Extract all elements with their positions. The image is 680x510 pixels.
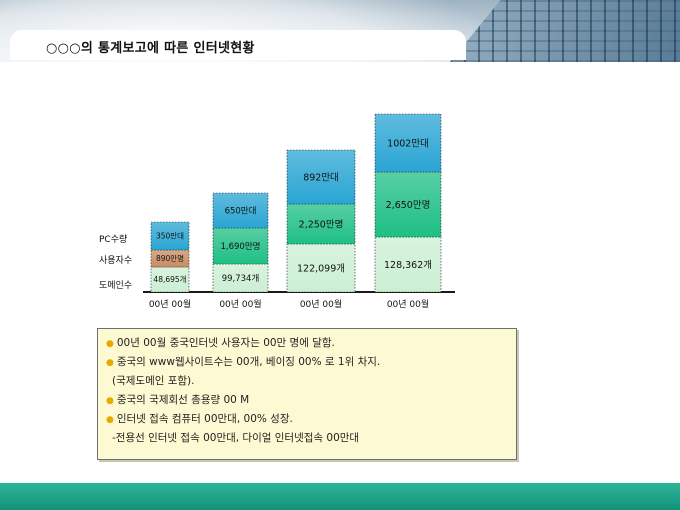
note-item: (국제도메인 포함). (106, 372, 508, 391)
note-text: -전용선 인터넷 접속 00만대, 다이얼 인터넷접속 00만대 (112, 432, 360, 444)
bullet-icon: ● (106, 396, 114, 406)
x-axis-label: 00년 00월 (300, 298, 342, 310)
page-title: ○○○의 통계보고에 따른 인터넷현황 (46, 41, 255, 56)
note-text: 중국의 국제회선 총용량 00 M (116, 394, 250, 406)
segment-label: 99,734개 (222, 273, 260, 284)
domain-segment (374, 236, 442, 293)
bullet-icon: ● (106, 415, 114, 425)
row-label: 도메인수 (99, 280, 132, 291)
note-text: 인터넷 접속 컴퓨터 00만대, 00% 성장. (116, 413, 293, 425)
x-axis-label: 00년 00월 (219, 298, 261, 310)
segment-label: 2,650만명 (386, 200, 431, 211)
user-segment (374, 171, 442, 238)
segment-label: 892만대 (303, 172, 339, 183)
bullet-icon: ● (106, 358, 114, 368)
pc-segment (212, 192, 269, 229)
note-item: ● 중국의 국제회선 총용량 00 M (106, 391, 508, 410)
segment-label: 350만대 (156, 232, 184, 241)
domain-segment (212, 263, 269, 293)
footer-band (0, 483, 680, 510)
pc-segment (286, 149, 356, 205)
row-label: PC수량 (99, 233, 127, 245)
title-box (10, 30, 466, 60)
x-axis-label: 00년 00월 (149, 298, 191, 310)
segment-label: 1,690만명 (221, 241, 261, 252)
segment-label: 890만명 (156, 253, 184, 263)
segment-label: 2,250만명 (299, 219, 344, 230)
segment-label: 1002만대 (387, 138, 429, 149)
user-segment (286, 203, 356, 245)
segment-label: 48,695개 (153, 274, 186, 284)
x-axis-label: 00년 00월 (387, 298, 429, 310)
note-item: ● 00년 00월 중국인터넷 사용자는 00만 명에 달함. (106, 334, 508, 353)
note-item: ● 인터넷 접속 컴퓨터 00만대, 00% 성장. (106, 410, 508, 429)
building-image (450, 0, 680, 62)
notes-box: ● 00년 00월 중국인터넷 사용자는 00만 명에 달함. ● 중국의 www웹… (97, 328, 517, 460)
note-text: 00년 00월 중국인터넷 사용자는 00만 명에 달함. (116, 337, 335, 349)
stacked-bar-chart: 48,695개 890만명 350만대 00년 00월 99,734개 1,690만명 65… (99, 113, 455, 310)
note-text: (국제도메인 포함). (112, 375, 195, 387)
pc-segment (374, 113, 442, 173)
note-item: -전용선 인터넷 접속 00만대, 다이얼 인터넷접속 00만대 (106, 429, 508, 448)
note-item: ● 중국의 www웹사이트수는 00개, 베이징 00% 로 1위 차지. (106, 353, 508, 372)
bullet-icon: ● (106, 339, 114, 349)
segment-label: 122,099개 (297, 263, 345, 274)
segment-label: 650만대 (225, 206, 257, 216)
row-label: 사용자수 (99, 255, 132, 266)
note-text: 중국의 www웹사이트수는 00개, 베이징 00% 로 1위 차지. (116, 356, 381, 368)
pc-segment (150, 221, 190, 251)
segment-label: 128,362개 (384, 260, 432, 271)
domain-segment (150, 266, 190, 293)
